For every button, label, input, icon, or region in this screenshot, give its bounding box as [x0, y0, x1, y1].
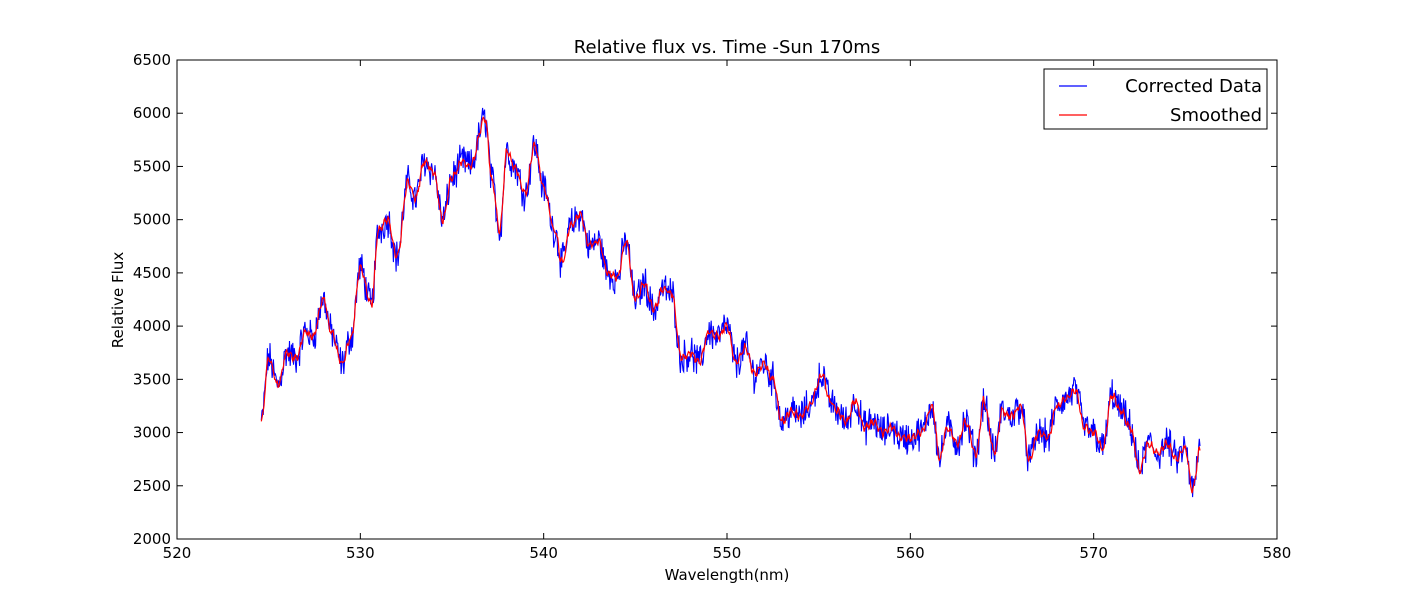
- legend-box: [1043, 68, 1268, 130]
- y-tick-label: 5500: [133, 157, 171, 175]
- plot-frame: [176, 59, 1278, 540]
- y-tick-label: 2000: [133, 530, 171, 548]
- y-tick-label: 5000: [133, 211, 171, 229]
- x-tick-label: 550: [713, 544, 742, 562]
- x-tick-label: 540: [529, 544, 558, 562]
- x-tick-label: 580: [1263, 544, 1292, 562]
- y-tick-label: 6500: [133, 51, 171, 69]
- y-tick-label: 4000: [133, 317, 171, 335]
- series-line-corrected-data: [260, 107, 1201, 498]
- legend-label: Smoothed: [1170, 105, 1262, 126]
- y-tick-label: 3000: [133, 424, 171, 442]
- plot-series: [260, 107, 1201, 498]
- x-tick-label: 530: [346, 544, 375, 562]
- y-tick-label: 3500: [133, 370, 171, 388]
- x-axis-label: Wavelength(nm): [665, 566, 790, 584]
- series-line-smoothed: [260, 116, 1201, 494]
- legend-label: Corrected Data: [1125, 76, 1262, 97]
- legend: Corrected Data Smoothed: [1043, 68, 1268, 130]
- x-tick-label: 520: [163, 544, 192, 562]
- x-tick-label: 560: [896, 544, 925, 562]
- x-tick-label: 570: [1079, 544, 1108, 562]
- axis-ticks: 520 530 540 550 560 570 580 2000 2500 3000 3500 400…: [133, 51, 1292, 562]
- y-tick-label: 4500: [133, 264, 171, 282]
- y-axis-label: Relative Flux: [109, 252, 127, 349]
- y-tick-label: 2500: [133, 477, 171, 495]
- chart-title: Relative flux vs. Time -Sun 170ms: [574, 37, 880, 58]
- y-tick-label: 6000: [133, 104, 171, 122]
